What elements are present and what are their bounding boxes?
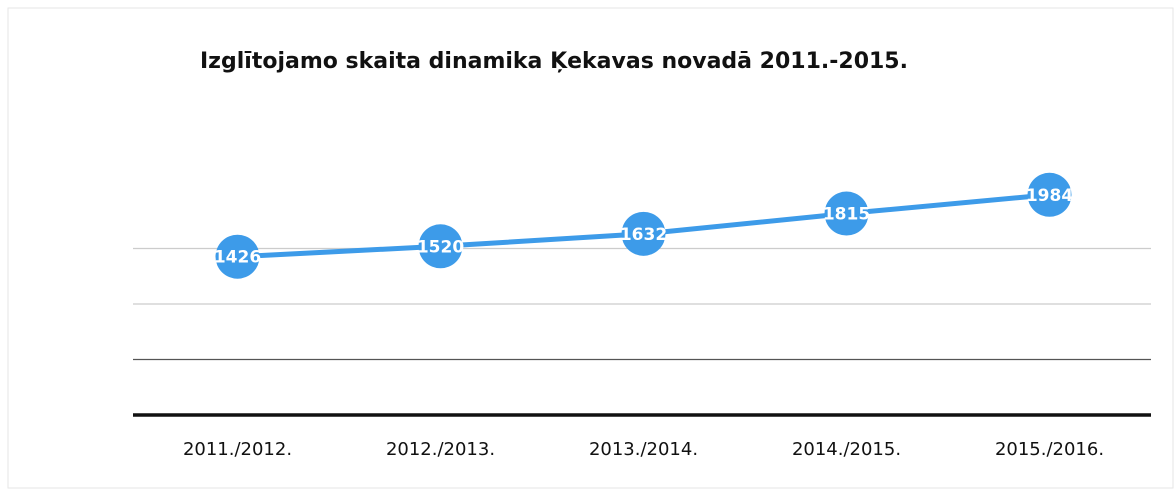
x-tick-label: 2013./2014. [589, 439, 698, 460]
data-label: 1984 [1026, 186, 1073, 206]
marker [215, 234, 260, 279]
data-label: 1426 [214, 248, 261, 268]
x-tick-label: 2012./2013. [386, 439, 495, 460]
data-label: 1815 [823, 205, 870, 225]
marker [824, 191, 869, 236]
marker [1027, 172, 1072, 217]
x-tick-label: 2014./2015. [792, 439, 901, 460]
x-tick-label: 2011./2012. [183, 439, 292, 460]
x-tick-label: 2015./2016. [995, 439, 1104, 460]
data-label: 1520 [417, 237, 464, 257]
chart-title: Izglītojamo skaita dinamika Ķekavas nova… [200, 49, 908, 74]
marker [621, 211, 666, 256]
data-label: 1632 [620, 225, 667, 245]
marker [418, 224, 463, 269]
